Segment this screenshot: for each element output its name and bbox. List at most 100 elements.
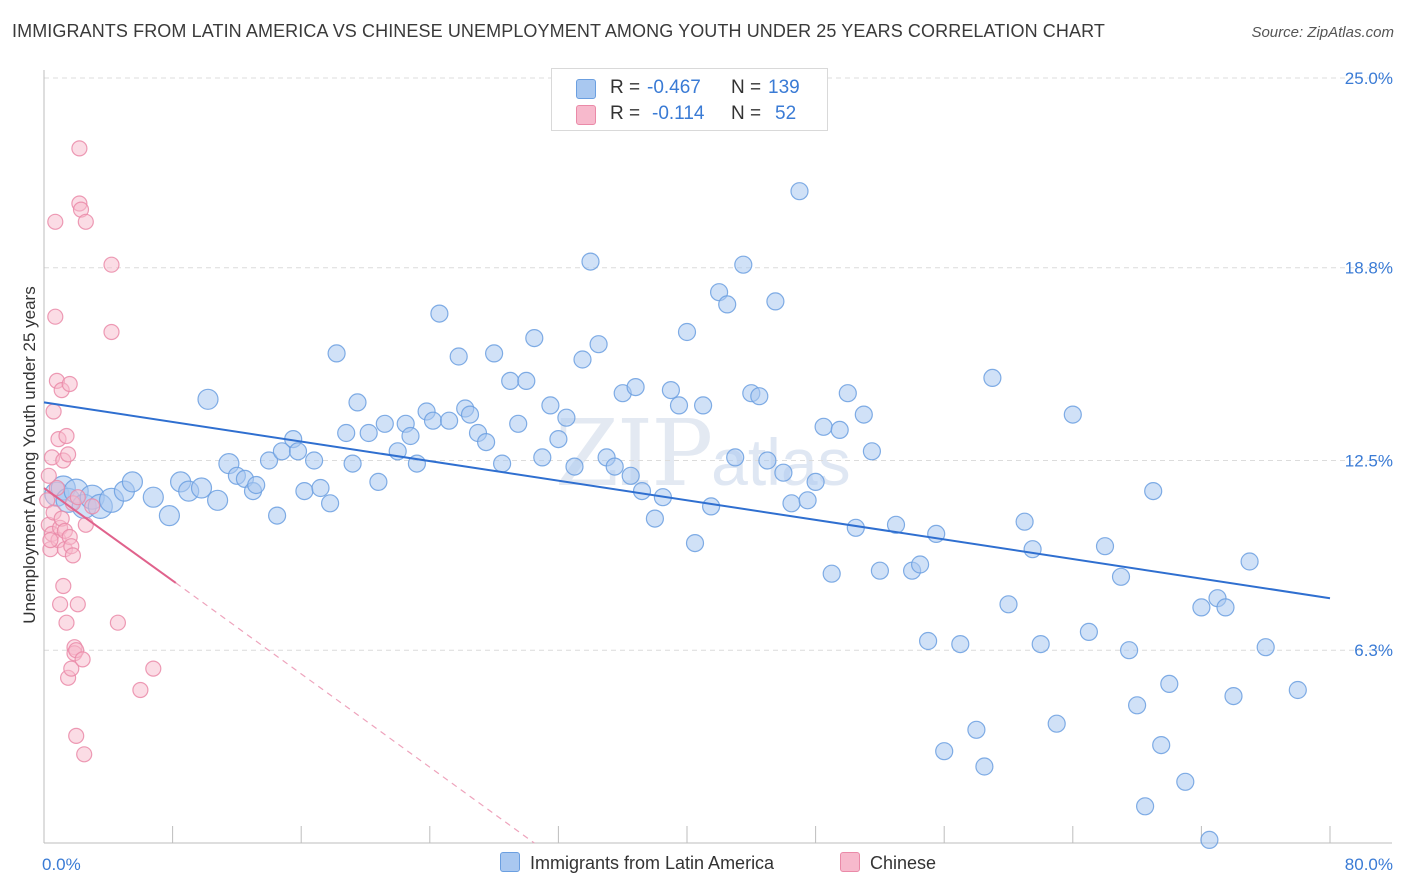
point-latin-america <box>142 486 164 508</box>
point-latin-america <box>766 292 785 311</box>
point-latin-america <box>975 757 994 776</box>
point-chinese <box>71 140 88 157</box>
point-chinese <box>68 727 85 745</box>
point-latin-america <box>798 491 817 510</box>
legend-swatch-chinese <box>576 105 596 125</box>
point-latin-america <box>1176 772 1195 791</box>
point-latin-america <box>430 304 449 323</box>
point-chinese <box>58 614 75 631</box>
legend-swatch-latin-america <box>576 79 596 99</box>
point-latin-america <box>886 515 906 534</box>
point-latin-america <box>348 393 367 412</box>
point-latin-america <box>870 561 890 580</box>
point-latin-america <box>726 448 745 467</box>
point-latin-america <box>1256 638 1275 657</box>
point-latin-america <box>485 344 504 363</box>
point-latin-america <box>734 255 753 274</box>
y-tick-label: 6.3% <box>1354 641 1393 660</box>
point-chinese <box>132 681 149 699</box>
point-latin-america <box>509 414 528 433</box>
point-latin-america <box>369 472 388 491</box>
point-chinese <box>109 614 127 631</box>
point-latin-america <box>573 350 592 369</box>
point-chinese <box>61 375 78 393</box>
point-latin-america <box>423 411 443 430</box>
point-latin-america <box>1111 567 1131 586</box>
point-latin-america <box>750 387 769 406</box>
point-latin-america <box>517 371 536 390</box>
point-latin-america <box>1031 634 1050 654</box>
point-latin-america <box>790 182 809 201</box>
point-chinese <box>48 479 66 497</box>
point-latin-america <box>814 417 833 436</box>
point-chinese <box>84 498 101 515</box>
point-chinese <box>55 577 72 595</box>
y-axis-label: Unemployment Among Youth under 25 years <box>20 286 39 624</box>
point-latin-america <box>718 295 737 314</box>
legend-n-value: 52 <box>775 103 797 124</box>
point-latin-america <box>621 466 640 485</box>
point-latin-america <box>565 457 584 476</box>
y-tick-label: 18.8% <box>1345 259 1393 278</box>
point-latin-america <box>1095 537 1115 556</box>
bottom-legend-swatch-chinese <box>840 852 860 872</box>
point-latin-america <box>1288 680 1307 700</box>
trendline-chinese-extension <box>175 582 535 844</box>
point-latin-america <box>549 430 568 449</box>
bottom-legend-chinese: Chinese <box>840 852 936 874</box>
point-latin-america <box>1119 641 1139 660</box>
legend-r-label: R = <box>610 77 641 98</box>
point-latin-america <box>1015 512 1034 531</box>
point-latin-america <box>259 451 279 470</box>
point-latin-america <box>581 252 600 271</box>
point-latin-america <box>854 405 873 424</box>
point-chinese <box>69 596 86 613</box>
point-latin-america <box>327 344 346 363</box>
point-latin-america <box>121 471 143 493</box>
point-chinese <box>76 746 93 763</box>
point-latin-america <box>967 720 986 739</box>
point-latin-america <box>541 396 560 415</box>
point-latin-america <box>983 368 1002 387</box>
point-chinese <box>103 256 120 273</box>
point-chinese <box>69 489 86 506</box>
point-latin-america <box>1023 540 1042 559</box>
point-latin-america <box>1063 405 1082 424</box>
point-latin-america <box>1144 482 1163 501</box>
point-latin-america <box>830 420 849 439</box>
point-latin-america <box>375 414 394 433</box>
correlation-legend: R = -0.467 N = 139 R = -0.114 N = 52 <box>551 68 828 131</box>
chart-title: IMMIGRANTS FROM LATIN AMERICA VS CHINESE… <box>12 21 1105 41</box>
point-latin-america <box>1240 552 1259 571</box>
point-latin-america <box>632 482 652 501</box>
point-latin-america <box>1160 674 1179 694</box>
point-latin-america <box>343 454 362 473</box>
point-latin-america <box>359 423 378 443</box>
point-chinese <box>47 213 64 230</box>
point-latin-america <box>158 504 180 527</box>
legend-r-value: -0.114 <box>652 103 705 124</box>
point-latin-america <box>935 742 954 761</box>
point-chinese <box>58 427 75 445</box>
point-latin-america <box>774 463 793 482</box>
point-chinese <box>64 547 82 564</box>
legend-n-value: 139 <box>768 77 800 98</box>
point-latin-america <box>197 388 219 410</box>
y-tick-label: 12.5% <box>1345 452 1393 471</box>
point-latin-america <box>1079 622 1099 642</box>
source-credit: Source: ZipAtlas.com <box>1251 24 1394 41</box>
point-latin-america <box>677 322 697 342</box>
point-latin-america <box>1135 797 1155 816</box>
point-latin-america <box>910 555 930 574</box>
point-chinese <box>77 213 94 230</box>
bottom-legend-label: Chinese <box>870 853 937 873</box>
point-latin-america <box>311 478 330 498</box>
point-latin-america <box>190 477 213 499</box>
point-latin-america <box>806 472 825 491</box>
point-chinese <box>40 467 57 484</box>
point-latin-america <box>669 396 689 415</box>
point-latin-america <box>501 371 520 390</box>
point-latin-america <box>449 347 468 366</box>
trendline-latin-america <box>43 401 1331 600</box>
point-chinese <box>77 516 94 533</box>
